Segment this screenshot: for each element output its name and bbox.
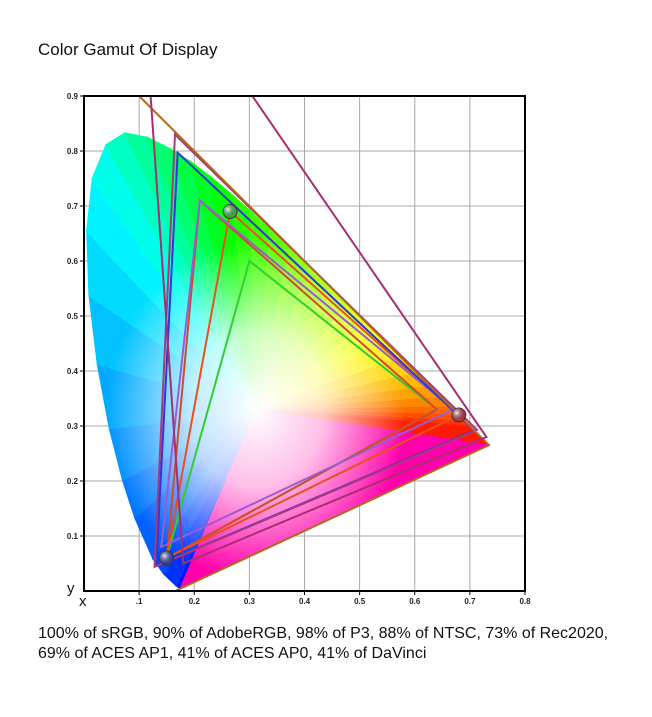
y-tick-label: 0.4 xyxy=(67,367,79,376)
display-primaries xyxy=(159,204,467,566)
y-tick-label: 0.7 xyxy=(67,202,79,211)
y-tick-label: 0.3 xyxy=(67,422,79,431)
y-tick-label: 0.9 xyxy=(67,92,79,101)
plot-frame xyxy=(83,95,526,592)
x-tick-label: 0.3 xyxy=(244,597,256,606)
gamut-coverage-caption: 100% of sRGB, 90% of AdobeRGB, 98% of P3… xyxy=(38,625,609,662)
gamut-triangle-8 xyxy=(149,96,488,565)
x-tick-label: 0.4 xyxy=(299,597,311,606)
display-primary-b xyxy=(159,550,175,566)
spectral-locus xyxy=(86,132,490,589)
y-tick-label: 0.5 xyxy=(67,312,79,321)
y-tick-label: 0.8 xyxy=(67,147,79,156)
x-tick-label: 0.6 xyxy=(409,597,421,606)
white-point-glow xyxy=(106,240,407,581)
gamut-triangle-2 xyxy=(165,198,439,560)
y-tick-label: 0.6 xyxy=(67,257,79,266)
display-primary-r xyxy=(451,407,467,423)
gamut-triangle-3 xyxy=(165,209,461,560)
x-tick-label: 0.7 xyxy=(464,597,476,606)
display-primary-g xyxy=(222,204,238,219)
x-tick-label: 0.2 xyxy=(189,597,201,606)
x-axis-letter: x xyxy=(79,593,87,610)
x-tick-label: .1 xyxy=(136,597,143,606)
y-tick-label: 0.1 xyxy=(67,532,79,541)
x-tick-label: 0.8 xyxy=(519,597,531,606)
x-tick-label: 0.5 xyxy=(354,597,366,606)
chart-title: Color Gamut Of Display xyxy=(38,40,218,59)
gamut-triangle-4 xyxy=(160,198,456,549)
y-tick-label: 0.2 xyxy=(67,477,79,486)
y-axis-letter: y xyxy=(67,580,75,597)
